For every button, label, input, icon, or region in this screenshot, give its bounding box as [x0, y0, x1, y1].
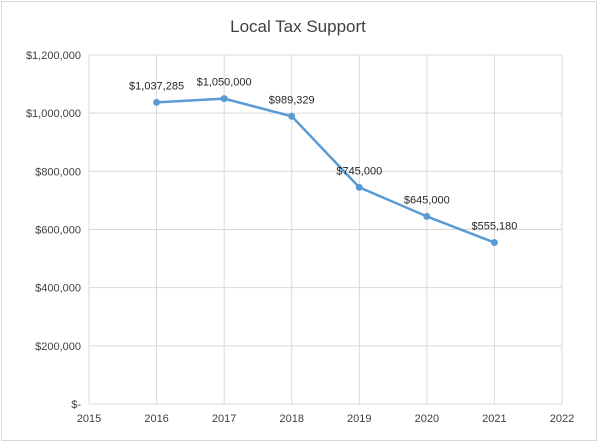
data-label: $989,329 [269, 94, 315, 106]
data-point [423, 212, 431, 220]
data-label: $1,037,285 [129, 80, 184, 92]
x-tick-label: 2018 [279, 413, 303, 425]
chart-title: Local Tax Support [230, 17, 366, 36]
x-tick-label: 2015 [77, 413, 101, 425]
data-point [288, 112, 296, 120]
data-label: $555,180 [471, 221, 517, 233]
x-tick-label: 2016 [144, 413, 168, 425]
gridlines [88, 54, 563, 405]
x-tick-label: 2019 [347, 413, 371, 425]
y-tick-label: $800,000 [35, 166, 81, 178]
x-tick-label: 2020 [415, 413, 439, 425]
data-point [490, 239, 498, 247]
x-tick-label: 2021 [482, 413, 506, 425]
data-point [220, 95, 228, 103]
y-tick-label: $600,000 [35, 225, 81, 237]
data-label: $745,000 [336, 165, 382, 177]
y-tick-label: $- [71, 399, 81, 411]
data-label: $1,050,000 [197, 77, 252, 89]
x-tick-label: 2017 [212, 413, 236, 425]
data-point [355, 183, 363, 191]
x-tick-label: 2022 [550, 413, 574, 425]
data-label: $645,000 [404, 194, 450, 206]
y-tick-label: $200,000 [35, 341, 81, 353]
series-line [156, 97, 495, 244]
y-tick-label: $1,200,000 [26, 50, 81, 62]
series-layer [153, 95, 498, 247]
data-point [153, 98, 161, 106]
data-labels: $1,037,285 $1,050,000 $989,329 $745,000 $645… [129, 77, 517, 233]
axes: $- $200,000 $400,000 $600,000 $800,000 $1,000… [26, 50, 574, 425]
y-tick-label: $400,000 [35, 283, 81, 295]
y-tick-label: $1,000,000 [26, 108, 81, 120]
